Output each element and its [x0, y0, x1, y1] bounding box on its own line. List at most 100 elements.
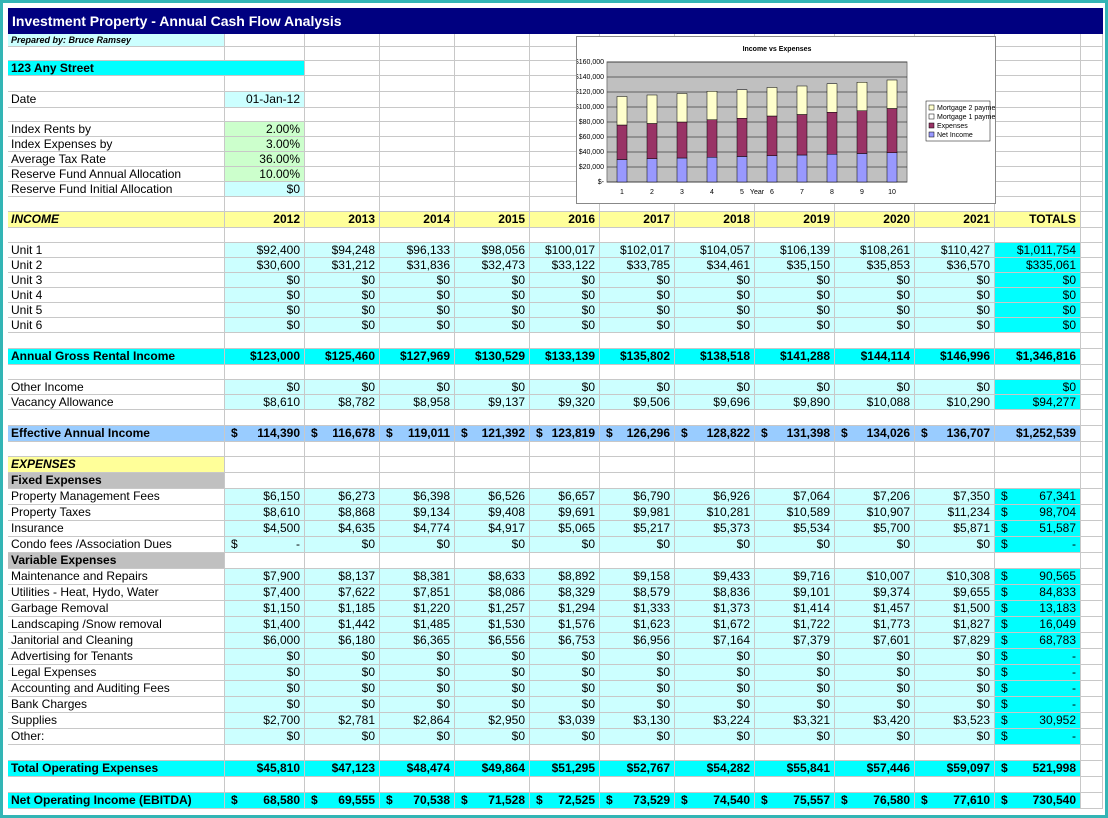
- value-cell: $ 75,557: [755, 793, 835, 809]
- empty-cell: [380, 442, 455, 457]
- empty-cell: [755, 228, 835, 243]
- total-cell: $ 98,704: [995, 505, 1081, 521]
- empty-cell: [8, 365, 225, 380]
- legend-swatch: [928, 104, 935, 111]
- value-cell: $ 121,392: [455, 426, 530, 442]
- empty-cell: [1081, 333, 1103, 349]
- empty-cell: [600, 473, 675, 489]
- value-cell: $7,829: [915, 633, 995, 649]
- empty-cell: [1081, 442, 1103, 457]
- row-label: Other Income: [8, 380, 225, 395]
- value-cell: $8,137: [305, 569, 380, 585]
- empty-cell: [600, 228, 675, 243]
- legend-swatch: [928, 131, 935, 138]
- value-cell: $8,782: [305, 395, 380, 410]
- empty-cell: [1081, 47, 1103, 61]
- empty-cell: [225, 473, 305, 489]
- empty-cell: [755, 333, 835, 349]
- empty-cell: [835, 410, 915, 426]
- value-cell: $6,956: [600, 633, 675, 649]
- empty-cell: [995, 92, 1081, 108]
- value-cell: $0: [600, 681, 675, 697]
- value-cell: $0: [225, 649, 305, 665]
- value-cell: $1,414: [755, 601, 835, 617]
- y-tick-label: $120,000: [576, 89, 604, 96]
- empty-cell: [305, 333, 380, 349]
- date-label: Date: [8, 92, 225, 108]
- value-cell: $ 114,390: [225, 426, 305, 442]
- value-cell: $0: [600, 318, 675, 333]
- value-cell: $0: [675, 288, 755, 303]
- bar-segment: [736, 156, 748, 183]
- empty-cell: [380, 473, 455, 489]
- value-cell: $ 128,822: [675, 426, 755, 442]
- value-cell: $0: [455, 288, 530, 303]
- row-label: Maintenance and Repairs: [8, 569, 225, 585]
- empty-cell: [1081, 601, 1103, 617]
- x-tick-label: 3: [680, 189, 684, 196]
- value-cell: $0: [455, 665, 530, 681]
- value-cell: $1,457: [835, 601, 915, 617]
- row-label: Advertising for Tenants: [8, 649, 225, 665]
- value-cell: $0: [380, 729, 455, 745]
- value-cell: $ 69,555: [305, 793, 380, 809]
- empty-cell: [755, 457, 835, 473]
- empty-cell: [8, 442, 225, 457]
- empty-cell: [995, 167, 1081, 182]
- row-label: Supplies: [8, 713, 225, 729]
- row-label: Total Operating Expenses: [8, 761, 225, 777]
- empty-cell: [1081, 137, 1103, 152]
- row-label: Unit 3: [8, 273, 225, 288]
- value-cell: $100,017: [530, 243, 600, 258]
- value-cell: $55,841: [755, 761, 835, 777]
- value-cell: $0: [835, 303, 915, 318]
- total-cell: $ 51,587: [995, 521, 1081, 537]
- empty-cell: [380, 137, 455, 152]
- empty-cell: [1081, 713, 1103, 729]
- total-cell: $ 30,952: [995, 713, 1081, 729]
- value-cell: $10,088: [835, 395, 915, 410]
- value-cell: $0: [530, 681, 600, 697]
- empty-cell: [915, 410, 995, 426]
- value-cell: $ 70,538: [380, 793, 455, 809]
- empty-cell: [915, 457, 995, 473]
- value-cell: $0: [530, 697, 600, 713]
- value-cell: $0: [675, 273, 755, 288]
- value-cell: $4,500: [225, 521, 305, 537]
- total-cell: $ 84,833: [995, 585, 1081, 601]
- value-cell: $0: [755, 303, 835, 318]
- value-cell: $4,635: [305, 521, 380, 537]
- empty-cell: [380, 228, 455, 243]
- value-cell: $3,523: [915, 713, 995, 729]
- value-cell: $49,864: [455, 761, 530, 777]
- total-cell: $ 13,183: [995, 601, 1081, 617]
- empty-cell: [225, 108, 305, 122]
- total-cell: $ -: [995, 537, 1081, 553]
- empty-cell: [305, 108, 380, 122]
- value-cell: $9,696: [675, 395, 755, 410]
- value-cell: $1,530: [455, 617, 530, 633]
- value-cell: $0: [915, 318, 995, 333]
- row-label: Accounting and Auditing Fees: [8, 681, 225, 697]
- value-cell: $0: [755, 697, 835, 713]
- empty-cell: [380, 76, 455, 92]
- value-cell: $8,836: [675, 585, 755, 601]
- value-cell: $0: [380, 697, 455, 713]
- value-cell: $0: [915, 681, 995, 697]
- empty-cell: [8, 333, 225, 349]
- empty-cell: [675, 457, 755, 473]
- empty-cell: [225, 76, 305, 92]
- value-cell: $0: [675, 318, 755, 333]
- value-cell: $5,065: [530, 521, 600, 537]
- legend-swatch: [928, 122, 935, 129]
- value-cell: $4,774: [380, 521, 455, 537]
- x-tick-label: 6: [770, 189, 774, 196]
- value-cell: $0: [915, 380, 995, 395]
- value-cell: $5,534: [755, 521, 835, 537]
- value-cell: $0: [755, 665, 835, 681]
- assumption-value: 3.00%: [225, 137, 305, 152]
- assumption-value: $0: [225, 182, 305, 197]
- total-cell: $ -: [995, 649, 1081, 665]
- value-cell: $9,890: [755, 395, 835, 410]
- value-cell: $1,333: [600, 601, 675, 617]
